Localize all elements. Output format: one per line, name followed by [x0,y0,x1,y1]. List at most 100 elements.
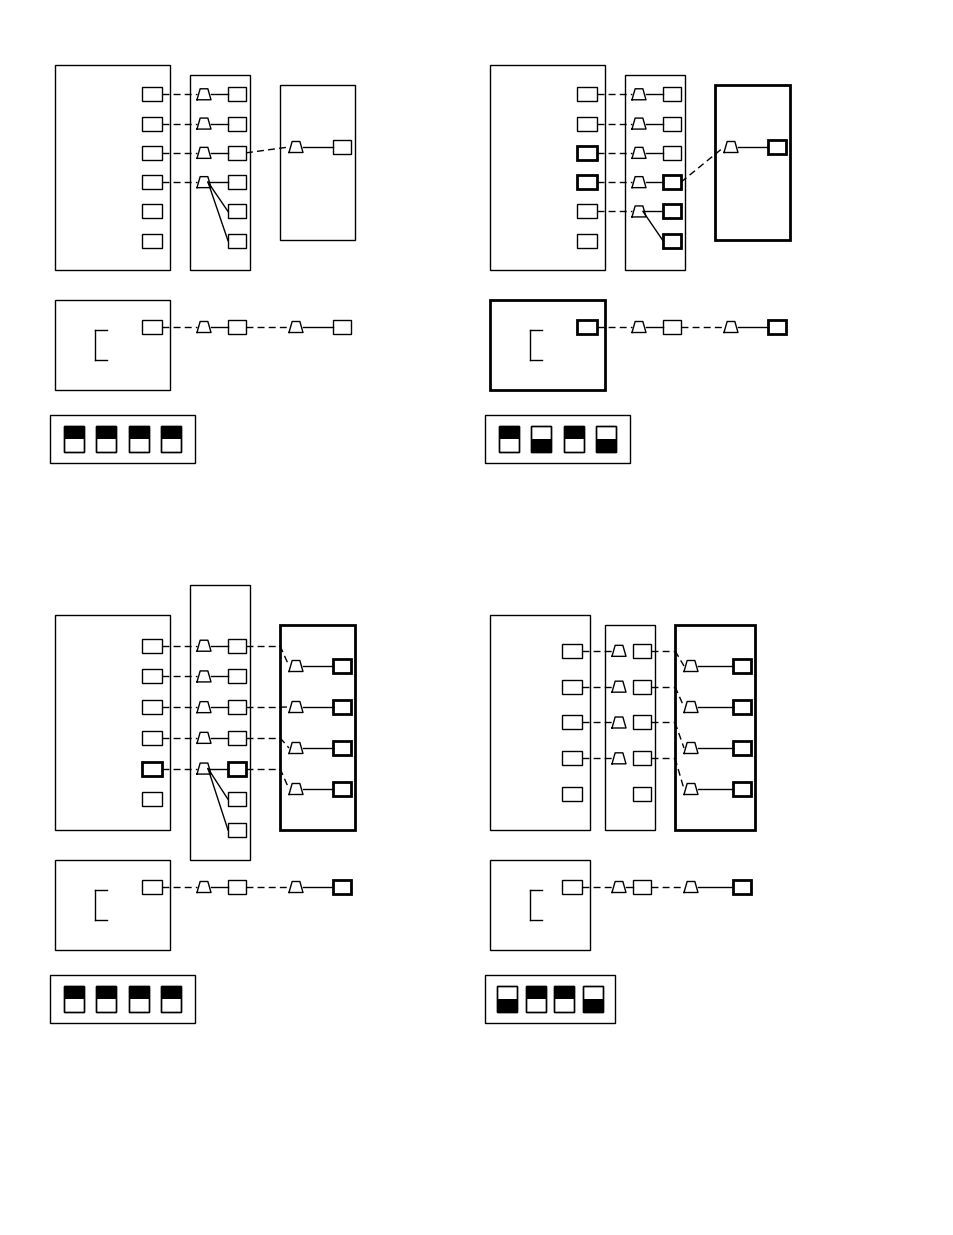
Bar [633,881,650,894]
Bar [732,741,750,755]
Bar [554,986,574,999]
Bar [577,146,597,159]
Bar [561,881,581,894]
Bar [577,175,597,189]
Bar [577,116,597,131]
Bar [633,643,650,658]
Bar [561,715,581,730]
Bar [96,986,116,999]
Bar [498,426,518,452]
Bar [161,986,181,1011]
Bar [497,986,517,1011]
Bar [64,986,84,999]
Bar [96,426,116,452]
Bar [228,823,246,837]
Bar [333,741,351,755]
Bar [732,881,750,894]
Bar [554,986,574,1011]
Bar [142,88,162,101]
Bar [554,986,574,1011]
Bar [531,426,551,452]
Bar [633,787,650,802]
Bar [142,881,162,894]
Bar [142,116,162,131]
Bar [662,88,680,101]
Bar [142,762,162,776]
Bar [333,140,351,154]
Bar [161,986,181,1011]
Bar [582,986,602,1011]
Bar [662,320,680,333]
Bar [228,116,246,131]
Bar [228,146,246,159]
Bar [767,320,785,333]
Bar [142,320,162,333]
Bar [582,999,602,1011]
Bar [633,679,650,694]
Bar [561,787,581,802]
Bar [142,175,162,189]
Bar [96,426,116,438]
Bar [228,205,246,219]
Bar [64,986,84,1011]
Bar [55,860,170,950]
Bar [577,320,597,333]
Bar [662,233,680,248]
Bar [129,426,149,438]
Bar [531,426,551,452]
Bar [561,643,581,658]
Bar [675,625,754,830]
Bar [64,426,84,452]
Bar [129,986,149,1011]
Bar [484,974,615,1023]
Bar [228,793,246,806]
Bar [490,65,604,270]
Bar [662,146,680,159]
Bar [129,426,149,452]
Bar [561,751,581,766]
Bar [333,320,351,333]
Bar [228,638,246,653]
Bar [333,700,351,714]
Bar [662,175,680,189]
Bar [228,233,246,248]
Bar [333,659,351,673]
Bar [129,426,149,452]
Bar [142,731,162,745]
Bar [490,615,589,830]
Bar [190,75,250,270]
Bar [142,146,162,159]
Bar [142,233,162,248]
Bar [596,426,616,452]
Bar [64,986,84,1011]
Bar [563,426,583,438]
Bar [190,585,250,860]
Bar [228,320,246,333]
Bar [767,140,785,154]
Bar [624,75,684,270]
Bar [577,88,597,101]
Bar [142,793,162,806]
Bar [64,426,84,438]
Bar [228,669,246,683]
Bar [228,700,246,714]
Bar [732,659,750,673]
Bar [161,426,181,452]
Bar [484,415,629,463]
Bar [498,426,518,438]
Bar [662,116,680,131]
Bar [142,638,162,653]
Bar [129,986,149,999]
Bar [525,986,545,1011]
Bar [55,65,170,270]
Bar [563,426,583,452]
Bar [525,986,545,999]
Bar [577,233,597,248]
Bar [50,974,194,1023]
Bar [577,205,597,219]
Bar [228,881,246,894]
Bar [129,986,149,1011]
Bar [490,300,604,390]
Bar [531,438,551,452]
Bar [161,986,181,999]
